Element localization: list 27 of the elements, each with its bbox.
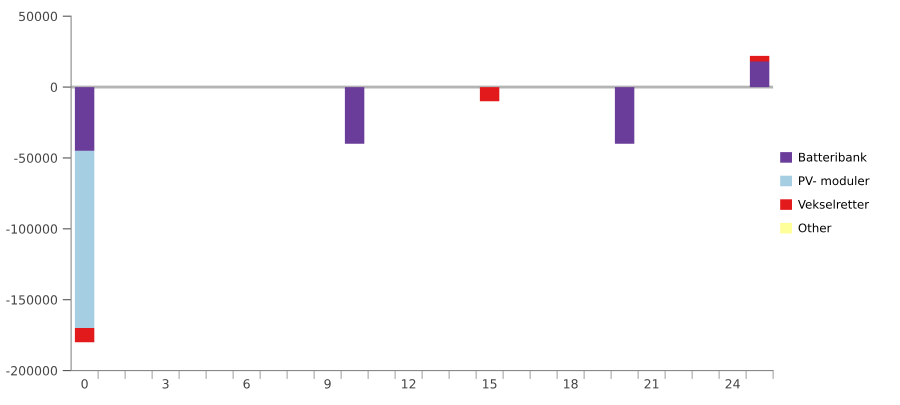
x-tick-label: 15 [483,379,496,389]
legend-label: Batteribank [799,152,867,162]
bar [344,87,364,144]
x-tick-label: 9 [324,379,331,389]
bar [480,87,500,102]
x-tick-label: 12 [402,379,416,388]
bar [614,87,634,144]
y-tick-label: 0 [50,82,58,92]
bar [750,56,770,62]
y-tick-label: 50000 [19,12,58,22]
y-tick-label: -150000 [6,295,58,305]
y-tick-label: -100000 [6,224,58,234]
y-tick-label: -200000 [6,366,58,376]
bar [74,328,94,342]
x-tick-label: 6 [243,379,250,389]
legend-label: Other [798,223,832,232]
bar [750,62,770,88]
y-tick-label: -50000 [14,153,58,163]
bar [74,150,94,328]
x-tick-label: 21 [644,379,658,388]
x-tick-label: 3 [162,379,169,389]
x-tick-label: 18 [564,379,578,389]
x-tick-label: 0 [81,379,88,389]
x-tick-label: 24 [726,379,740,388]
bar [74,87,94,151]
legend-label: PV- moduler [799,176,870,186]
legend-label: Vekselretter [798,200,870,209]
